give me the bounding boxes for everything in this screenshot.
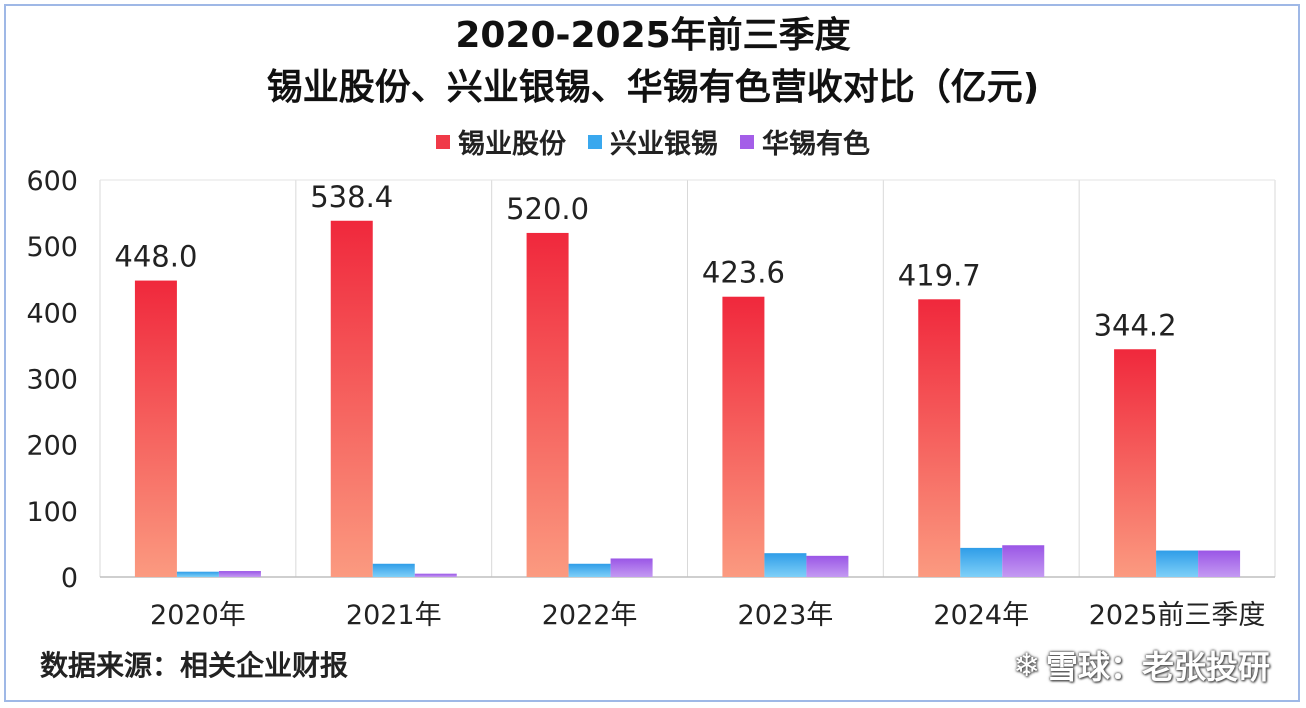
legend-swatch-xiye [436,134,450,149]
y-tick-label: 600 [26,166,78,197]
chart-title-line1: 2020-2025年前三季度 [455,15,851,56]
bar-huaxi [218,571,261,577]
legend-label-xiye: 锡业股份 [458,129,566,160]
bar-huaxi [806,555,849,577]
bar-data-label: 520.0 [506,192,589,226]
watermark: ❄ 雪球：老张投研 [1013,642,1270,688]
bar-huaxi [610,558,653,577]
bar-xingye [1156,550,1199,577]
x-tick-label: 2022年 [542,600,638,631]
bar-data-label: 419.7 [898,258,981,292]
x-tick-label: 2025前三季度 [1089,600,1266,631]
bar-xiye [918,299,961,577]
bar-xingye [764,553,807,577]
bar-huaxi [1198,550,1241,577]
bar-xingye [568,563,611,577]
bar-xiye [1114,349,1157,577]
y-tick-label: 400 [26,298,78,329]
bar-xingye [960,547,1003,577]
y-tick-label: 100 [26,497,78,528]
legend-item-xingye: 兴业银锡 [588,122,718,161]
bar-xingye [176,571,219,577]
bar-huaxi [414,573,457,577]
chart-frame [4,4,1300,702]
bar-xiye [134,280,177,577]
snowball-logo-icon: ❄ [1013,646,1040,684]
x-tick-label: 2024年 [933,600,1029,631]
legend-item-xiye: 锡业股份 [436,122,566,161]
legend-label-xingye: 兴业银锡 [610,129,718,160]
chart-title-line2: 锡业股份、兴业银锡、华锡有色营收对比（亿元) [266,67,1040,108]
watermark-text: 雪球：老张投研 [1045,648,1270,686]
x-tick-label: 2020年 [150,600,246,631]
y-tick-label: 0 [61,563,78,594]
bar-xiye [330,220,373,577]
x-tick-label: 2021年 [346,600,442,631]
chart-legend: 锡业股份 兴业银锡 华锡有色 [0,122,1306,161]
x-tick-label: 2023年 [738,600,834,631]
bar-huaxi [1002,545,1045,577]
legend-label-huaxi: 华锡有色 [762,129,870,160]
bar-data-label: 423.6 [702,256,785,290]
y-tick-label: 200 [26,431,78,462]
bar-data-label: 538.4 [310,180,393,214]
legend-swatch-xingye [588,134,602,149]
legend-item-huaxi: 华锡有色 [740,122,870,161]
bar-data-label: 448.0 [114,240,197,274]
y-tick-label: 500 [26,232,78,263]
legend-swatch-huaxi [740,134,754,149]
bar-data-label: 344.2 [1094,308,1177,342]
bar-xingye [372,563,415,577]
y-tick-label: 300 [26,365,78,396]
bar-xiye [526,232,569,577]
bar-xiye [722,296,765,577]
data-source-note: 数据来源：相关企业财报 [40,649,349,682]
